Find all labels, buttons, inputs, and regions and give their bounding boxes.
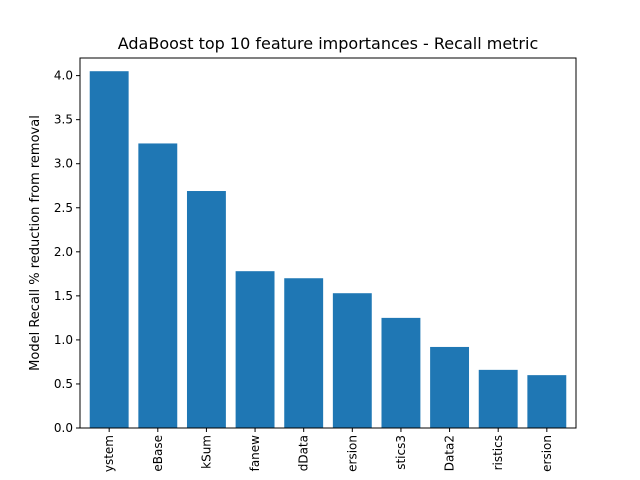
- y-tick-label-1: 0.5: [54, 377, 73, 391]
- x-tick-label-1: eBase: [151, 435, 165, 472]
- bar-6: [381, 317, 421, 428]
- x-tick-label-9: ersion: [540, 435, 554, 472]
- bar-5: [332, 293, 372, 428]
- y-tick-label-6: 3.0: [54, 157, 73, 171]
- bar-9: [527, 375, 567, 428]
- y-tick-label-3: 1.5: [54, 289, 73, 303]
- y-tick-label-8: 4.0: [54, 69, 73, 83]
- x-tick-label-7: Data2: [443, 435, 457, 471]
- bars-group: [89, 71, 567, 429]
- bar-0: [89, 71, 129, 429]
- x-tick-label-3: fanew: [248, 435, 262, 472]
- y-tick-label-7: 3.5: [54, 113, 73, 127]
- x-tick-label-8: ristics: [491, 435, 505, 470]
- x-tick-label-5: ersion: [345, 435, 359, 472]
- x-tick-label-4: dData: [297, 435, 311, 471]
- x-tick-label-2: kSum: [199, 435, 213, 469]
- bar-3: [235, 271, 275, 428]
- bar-2: [186, 191, 226, 428]
- chart-title: AdaBoost top 10 feature importances - Re…: [118, 34, 539, 53]
- bar-8: [478, 369, 518, 428]
- y-tick-label-5: 2.5: [54, 201, 73, 215]
- y-tick-label-4: 2.0: [54, 245, 73, 259]
- y-tick-label-2: 1.0: [54, 333, 73, 347]
- bar-7: [430, 346, 470, 428]
- x-tick-label-6: stics3: [394, 435, 408, 470]
- y-axis-ticks: 0.0 0.5 1.0 1.5 2.0 2.5 3.0 3.5 4.0: [54, 69, 80, 435]
- bar-4: [284, 278, 324, 428]
- x-axis-ticks: ystem eBase kSum fanew dData ersion stics3 Data…: [102, 428, 554, 472]
- y-axis-label: Model Recall % reduction from removal: [28, 115, 43, 371]
- x-tick-label-0: ystem: [102, 435, 116, 472]
- plot-frame: [79, 57, 577, 429]
- bar-1: [138, 143, 178, 428]
- y-tick-label-0: 0.0: [54, 421, 73, 435]
